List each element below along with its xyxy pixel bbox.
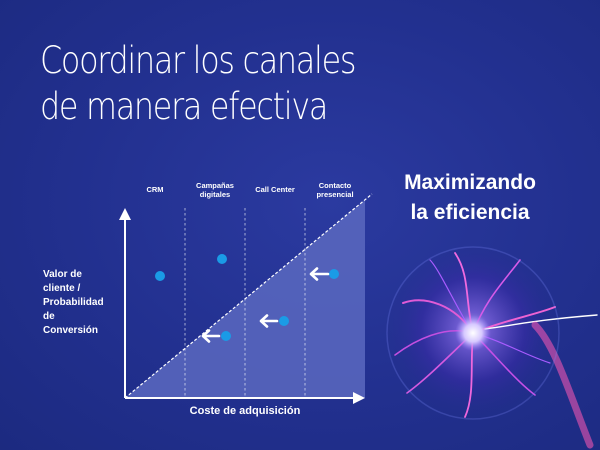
arrow-left-icon — [259, 314, 279, 328]
slide-title: Coordinar los canales de manera efectiva — [40, 38, 356, 130]
side-title: Maximizando la eficiencia — [360, 168, 580, 228]
column-label-crm-line-1: CRM — [146, 185, 164, 194]
arrow-left-icon — [309, 267, 330, 281]
y-axis-label-line-3: Probabilidad — [43, 297, 104, 308]
channel-dot-digital-low — [221, 331, 231, 341]
slide-title-line-1: Coordinar los canales — [40, 39, 356, 82]
channel-dot-presencial — [329, 269, 339, 279]
arrow-left-icon — [201, 329, 221, 343]
y-axis-label-line-1: Valor de — [43, 269, 82, 280]
y-axis-label-line-2: cliente / — [43, 283, 81, 294]
channel-dot-call-center — [279, 316, 289, 326]
column-label-presencial-line-1: Contacto — [318, 181, 352, 190]
column-label-digital-line-2: digitales — [199, 190, 231, 199]
side-title-line-1: Maximizando — [404, 171, 536, 194]
channel-dot-digital — [217, 254, 227, 264]
column-label-crm: CRM — [120, 185, 190, 194]
y-axis-label-line-5: Conversión — [43, 325, 99, 336]
y-axis-label: Valor de cliente / Probabilidad de Conve… — [43, 268, 123, 338]
column-label-digital: Campañas digitales — [180, 181, 250, 199]
column-label-presencial-line-2: presencial — [316, 190, 354, 199]
side-title-line-2: la eficiencia — [410, 201, 530, 224]
column-label-call-center: Call Center — [240, 185, 310, 194]
column-label-call-center-line-1: Call Center — [255, 185, 295, 194]
y-axis-label-line-4: de — [43, 311, 55, 322]
channel-dot-crm — [155, 271, 165, 281]
plasma-ball-icon — [386, 246, 598, 449]
x-axis-label: Coste de adquisición — [189, 405, 301, 417]
column-label-digital-line-1: Campañas — [196, 181, 234, 190]
efficiency-diagonal — [124, 193, 373, 399]
slide-title-line-2: de manera efectiva — [40, 85, 328, 128]
column-label-presencial: Contacto presencial — [300, 181, 370, 199]
